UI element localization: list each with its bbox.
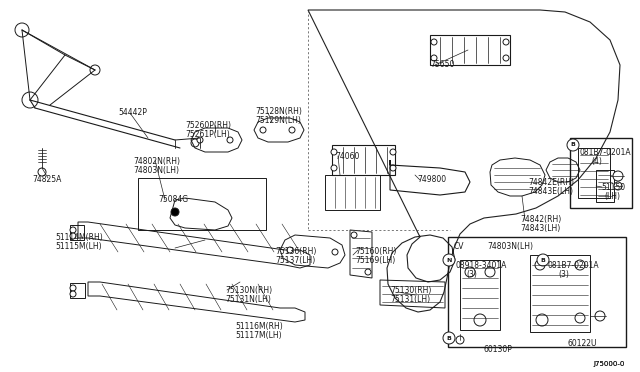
Circle shape — [70, 291, 76, 297]
Circle shape — [443, 254, 455, 266]
Text: 51150: 51150 — [601, 183, 625, 192]
Circle shape — [287, 247, 293, 253]
Circle shape — [289, 127, 295, 133]
Text: 75261P(LH): 75261P(LH) — [185, 130, 230, 139]
Text: 74843(LH): 74843(LH) — [520, 224, 560, 233]
Circle shape — [485, 267, 495, 277]
Circle shape — [22, 92, 38, 108]
Circle shape — [614, 182, 622, 190]
Circle shape — [38, 168, 46, 176]
Text: 54442P: 54442P — [118, 108, 147, 117]
Circle shape — [191, 139, 199, 147]
Text: 74842E(RH): 74842E(RH) — [528, 178, 574, 187]
Circle shape — [70, 227, 76, 233]
Text: 75260P(RH): 75260P(RH) — [185, 121, 231, 130]
Text: 08918-3401A: 08918-3401A — [455, 261, 506, 270]
Text: 75130(RH): 75130(RH) — [390, 286, 431, 295]
Circle shape — [331, 149, 337, 155]
Circle shape — [431, 39, 437, 45]
Text: J75000-0: J75000-0 — [593, 361, 625, 367]
Text: (4): (4) — [591, 157, 602, 166]
Circle shape — [351, 232, 357, 238]
Text: 74803N(LH): 74803N(LH) — [487, 242, 533, 251]
Text: 75128N(RH): 75128N(RH) — [255, 107, 302, 116]
Circle shape — [456, 336, 464, 344]
Text: 75131N(LH): 75131N(LH) — [225, 295, 271, 304]
Text: CV: CV — [454, 242, 465, 251]
Text: B: B — [541, 257, 545, 263]
Text: 75650: 75650 — [430, 60, 454, 69]
Text: (3): (3) — [558, 270, 569, 279]
Circle shape — [332, 249, 338, 255]
Text: 60122U: 60122U — [567, 339, 596, 348]
Text: 74802N(RH): 74802N(RH) — [133, 157, 180, 166]
Text: 081B7-0201A: 081B7-0201A — [579, 148, 630, 157]
Text: B: B — [571, 142, 575, 148]
Circle shape — [390, 165, 396, 171]
Circle shape — [70, 285, 76, 291]
Circle shape — [227, 137, 233, 143]
Bar — [138, 178, 266, 230]
Text: 75137(LH): 75137(LH) — [275, 256, 316, 265]
Text: 74842(RH): 74842(RH) — [520, 215, 561, 224]
Circle shape — [474, 314, 486, 326]
Circle shape — [536, 314, 548, 326]
Circle shape — [503, 39, 509, 45]
Text: 75136(RH): 75136(RH) — [275, 247, 316, 256]
Circle shape — [575, 313, 585, 323]
Text: 74060: 74060 — [335, 152, 360, 161]
Circle shape — [390, 149, 396, 155]
Text: 74825A: 74825A — [32, 175, 61, 184]
Text: 75160(RH): 75160(RH) — [355, 247, 396, 256]
Text: J75000-0: J75000-0 — [593, 361, 625, 367]
Bar — [570, 138, 632, 208]
Circle shape — [260, 127, 266, 133]
Text: 51116M(RH): 51116M(RH) — [235, 322, 283, 331]
Circle shape — [613, 171, 623, 181]
Text: 75084G: 75084G — [158, 195, 188, 204]
Circle shape — [567, 139, 579, 151]
Text: B: B — [447, 336, 451, 340]
Circle shape — [171, 208, 179, 216]
Text: 081B7-0201A: 081B7-0201A — [548, 261, 600, 270]
Text: N: N — [446, 257, 452, 263]
Circle shape — [331, 165, 337, 171]
Text: 51117M(LH): 51117M(LH) — [235, 331, 282, 340]
Text: 75169(LH): 75169(LH) — [355, 256, 396, 265]
Text: 74843E(LH): 74843E(LH) — [528, 187, 573, 196]
Circle shape — [365, 269, 371, 275]
Circle shape — [15, 23, 29, 37]
Text: (LH): (LH) — [604, 192, 620, 201]
Text: 749800: 749800 — [417, 175, 446, 184]
Bar — [448, 237, 626, 347]
Text: 51115M(LH): 51115M(LH) — [55, 242, 102, 251]
Circle shape — [537, 254, 549, 266]
Circle shape — [595, 311, 605, 321]
Circle shape — [431, 55, 437, 61]
Circle shape — [197, 137, 203, 143]
Text: 75129N(LH): 75129N(LH) — [255, 116, 301, 125]
Text: (3): (3) — [466, 270, 477, 279]
Circle shape — [443, 332, 455, 344]
Circle shape — [90, 65, 100, 75]
Circle shape — [535, 260, 545, 270]
Circle shape — [575, 260, 585, 270]
Text: 75130N(RH): 75130N(RH) — [225, 286, 272, 295]
Circle shape — [465, 267, 475, 277]
Text: 60130P: 60130P — [483, 345, 512, 354]
Text: 74803N(LH): 74803N(LH) — [133, 166, 179, 175]
Circle shape — [503, 55, 509, 61]
Circle shape — [70, 233, 76, 239]
Text: 51114M(RH): 51114M(RH) — [55, 233, 103, 242]
Text: 75131(LH): 75131(LH) — [390, 295, 430, 304]
